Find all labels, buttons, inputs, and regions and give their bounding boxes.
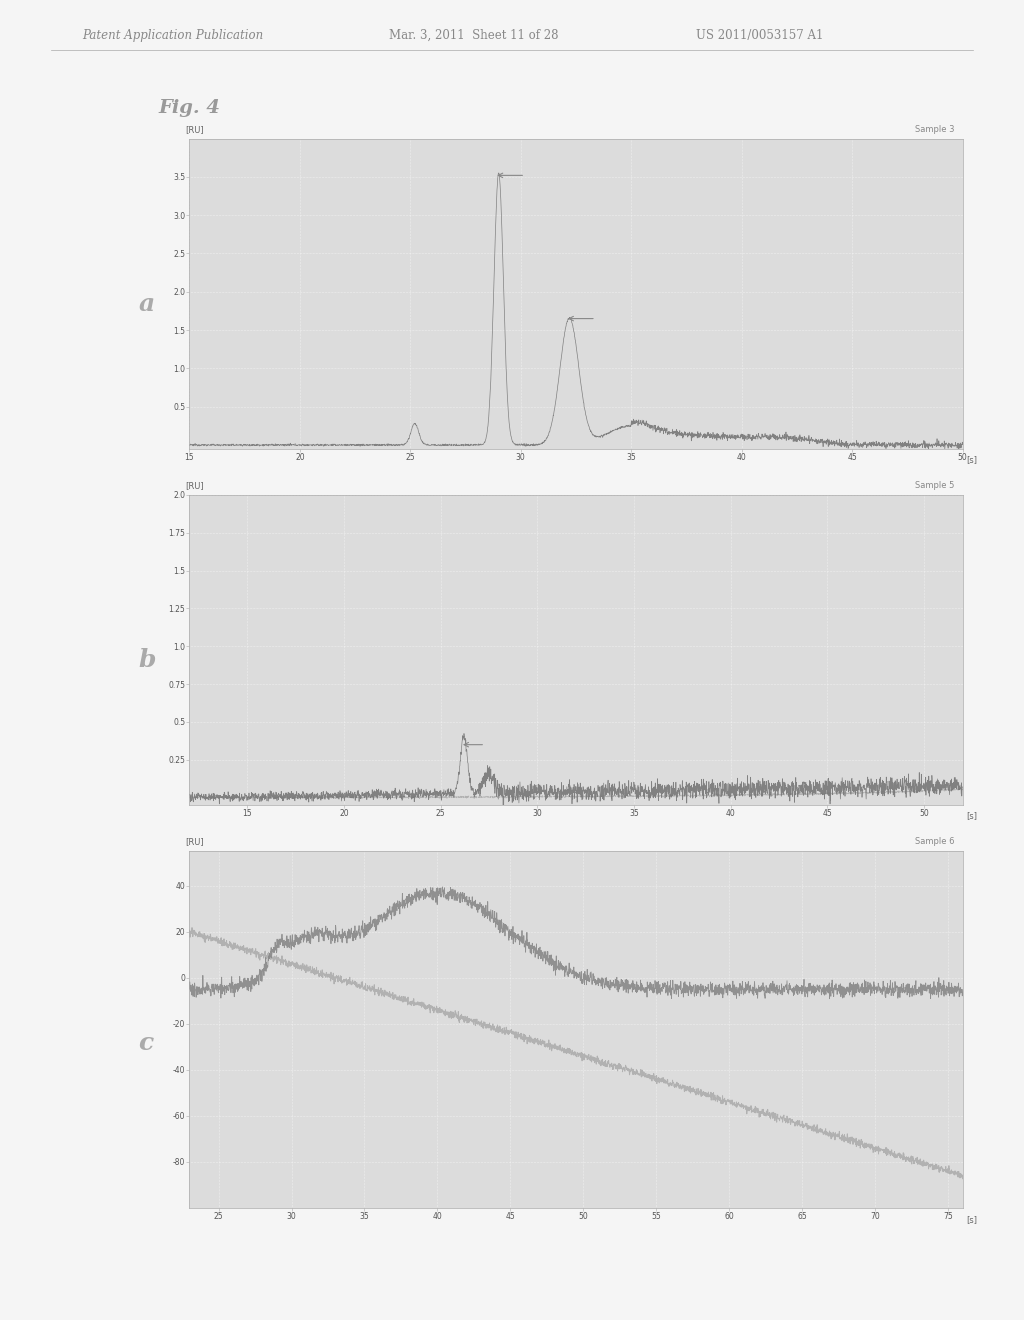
Text: [RU]: [RU] (185, 482, 204, 490)
Text: b: b (138, 648, 156, 672)
Text: Mar. 3, 2011  Sheet 11 of 28: Mar. 3, 2011 Sheet 11 of 28 (389, 29, 559, 42)
Text: Sample 3: Sample 3 (915, 125, 954, 133)
Text: Patent Application Publication: Patent Application Publication (82, 29, 263, 42)
Text: US 2011/0053157 A1: US 2011/0053157 A1 (696, 29, 823, 42)
Text: Sample 5: Sample 5 (915, 482, 954, 490)
Text: a: a (138, 292, 155, 315)
Text: c: c (138, 1031, 154, 1055)
Text: [RU]: [RU] (185, 837, 204, 846)
Text: [RU]: [RU] (185, 125, 204, 133)
Text: [s]: [s] (967, 1214, 978, 1224)
Text: [s]: [s] (967, 455, 978, 465)
Text: [s]: [s] (967, 812, 978, 821)
Text: Sample 6: Sample 6 (915, 837, 954, 846)
Text: Fig. 4: Fig. 4 (159, 99, 221, 117)
